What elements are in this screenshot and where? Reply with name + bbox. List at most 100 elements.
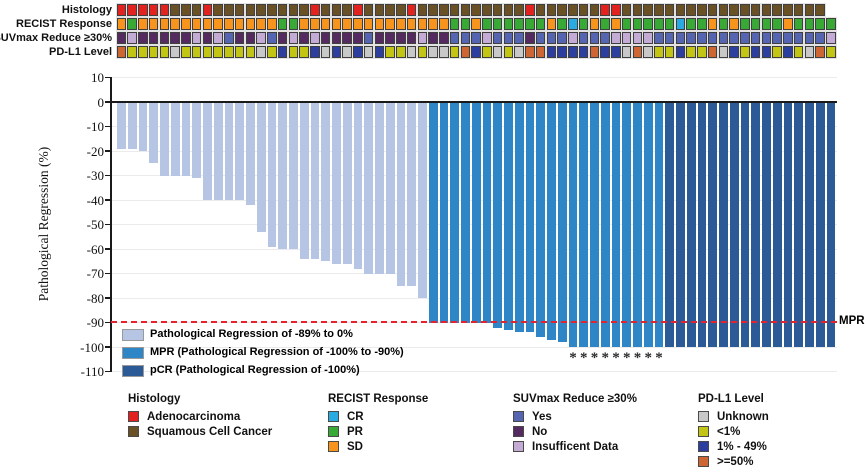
track-cell-suvmax	[525, 32, 535, 44]
track-cell-suvmax	[718, 32, 728, 44]
track-cell-histology	[159, 4, 169, 16]
track-label-histology: Histology	[61, 4, 112, 16]
track-cell-recist	[277, 18, 288, 30]
track-cell-pdl1	[353, 46, 363, 58]
track-cell-recist	[492, 18, 503, 30]
track-cell-pdl1	[417, 46, 427, 58]
regression-bar	[461, 102, 470, 323]
track-cell-histology	[428, 4, 438, 16]
y-tick-mark	[105, 248, 111, 250]
regression-bar	[579, 102, 589, 348]
track-cell-histology	[654, 4, 664, 16]
asterisk-mark: *	[569, 350, 577, 366]
track-cell-pdl1	[428, 46, 438, 58]
track-cell-pdl1	[256, 46, 266, 58]
track-cell-recist	[697, 18, 707, 30]
track-cell-suvmax	[815, 32, 825, 44]
track-cell-histology	[320, 4, 331, 16]
track-cell-suvmax	[439, 32, 449, 44]
light-blue-swatch	[122, 329, 144, 341]
track-cell-recist	[471, 18, 481, 30]
track-cell-histology	[632, 4, 642, 16]
track-cell-recist	[718, 18, 728, 30]
track-cell-histology	[557, 4, 567, 16]
track-cell-recist	[632, 18, 642, 30]
regression-bar	[332, 102, 341, 264]
track-cell-recist	[793, 18, 804, 30]
track-cell-histology	[245, 4, 255, 16]
track-cell-recist	[535, 18, 546, 30]
track-cell-suvmax	[320, 32, 331, 44]
track-cell-suvmax	[342, 32, 352, 44]
track-cell-histology	[578, 4, 589, 16]
track-cell-pdl1	[503, 46, 513, 58]
track-label-suvmax: SUVmax Reduce ≥30%	[0, 32, 112, 44]
track-cell-pdl1	[234, 46, 245, 58]
y-tick-label: -60	[86, 241, 104, 257]
track-cell-recist	[525, 18, 535, 30]
track-cell-histology	[406, 4, 417, 16]
track-cell-histology	[589, 4, 599, 16]
legend-swatch	[128, 426, 139, 437]
track-cell-recist	[363, 18, 374, 30]
legend-label: Unknown	[717, 410, 769, 423]
legend-swatch	[513, 426, 524, 437]
regression-bar	[708, 102, 718, 348]
regression-bar	[665, 102, 675, 348]
track-cell-histology	[643, 4, 653, 16]
track-cell-pdl1	[213, 46, 223, 58]
regression-bar	[568, 102, 578, 348]
regression-bar	[805, 102, 814, 348]
regression-bar	[342, 102, 352, 264]
regression-bar	[514, 102, 524, 333]
track-cell-suvmax	[181, 32, 191, 44]
track-cell-histology	[310, 4, 320, 16]
track-cell-histology	[761, 4, 771, 16]
track-label-recist: RECIST Response	[16, 18, 112, 30]
track-cell-recist	[417, 18, 427, 30]
track-cell-histology	[439, 4, 449, 16]
regression-bar	[772, 102, 782, 348]
track-cell-histology	[718, 4, 728, 16]
legend-item: CR	[328, 409, 428, 424]
track-cell-histology	[191, 4, 202, 16]
legend-title: PD-L1 Level	[698, 393, 764, 405]
track-cell-suvmax	[471, 32, 481, 44]
regression-bar	[547, 102, 556, 340]
track-cell-histology	[138, 4, 148, 16]
track-cell-pdl1	[643, 46, 653, 58]
mpr-threshold-line	[111, 321, 837, 323]
y-axis-line	[110, 77, 112, 372]
track-cell-pdl1	[406, 46, 417, 58]
legend-item: Squamous Cell Cancer	[128, 424, 272, 439]
track-cell-histology	[213, 4, 223, 16]
track-cell-histology	[568, 4, 578, 16]
inplot-legend-label: Pathological Regression of -89% to 0%	[150, 328, 353, 340]
regression-bar	[794, 102, 804, 348]
legend-pdl1-level: PD-L1 Level Unknown <1% 1% - 49% >=50%	[698, 393, 769, 469]
y-tick-mark	[105, 297, 111, 299]
legend-histology: Histology Adenocarcinoma Squamous Cell Ca…	[128, 393, 272, 439]
track-cell-suvmax	[621, 32, 632, 44]
track-cell-recist	[353, 18, 363, 30]
track-cell-recist	[589, 18, 599, 30]
track-cell-suvmax	[546, 32, 556, 44]
track-cell-suvmax	[374, 32, 384, 44]
regression-bar	[525, 102, 535, 333]
y-tick-mark	[105, 101, 111, 103]
track-cell-recist	[170, 18, 180, 30]
track-cell-recist	[804, 18, 814, 30]
legend-label: 1% - 49%	[717, 440, 767, 453]
legend-label: CR	[347, 410, 364, 423]
track-cell-histology	[514, 4, 524, 16]
track-cell-recist	[750, 18, 761, 30]
track-cell-histology	[503, 4, 513, 16]
track-cell-suvmax	[643, 32, 653, 44]
track-cell-pdl1	[815, 46, 825, 58]
track-cell-pdl1	[568, 46, 578, 58]
regression-bar	[600, 102, 610, 348]
track-cell-pdl1	[654, 46, 664, 58]
legend-swatch	[513, 441, 524, 452]
regression-bar	[654, 102, 664, 348]
regression-bar	[697, 102, 707, 348]
